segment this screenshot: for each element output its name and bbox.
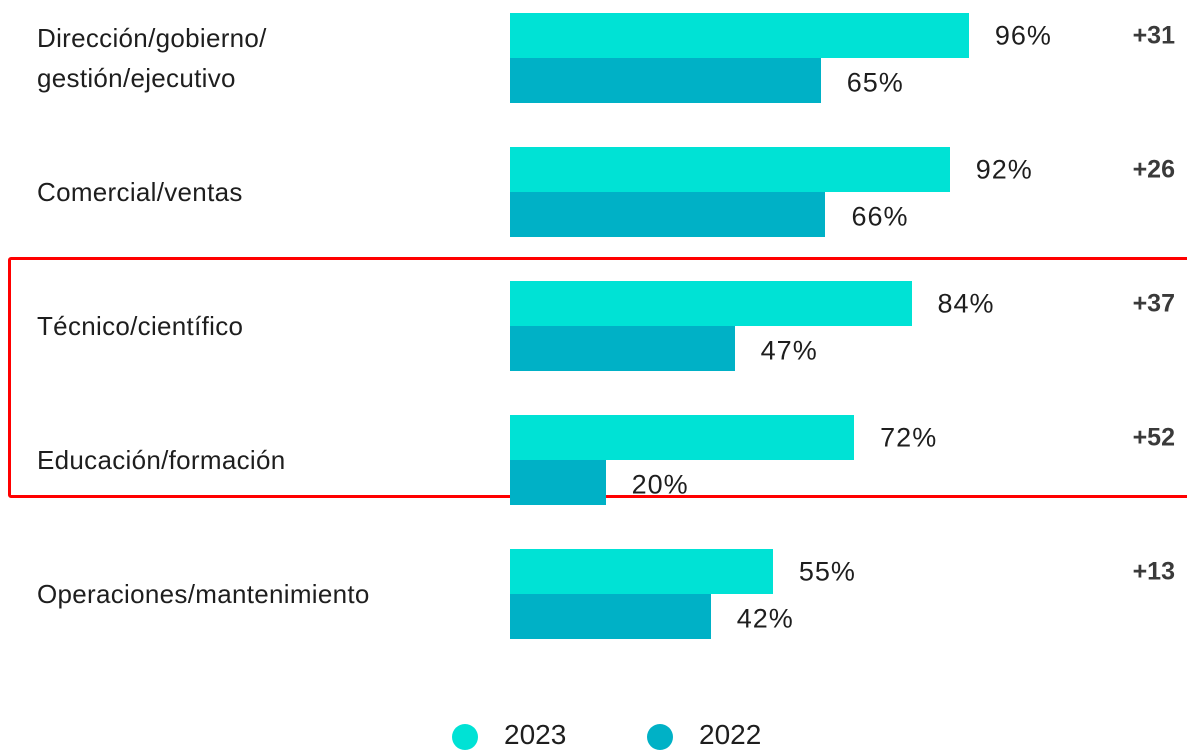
legend-marker xyxy=(647,724,673,750)
value-label: 92% xyxy=(975,154,1033,184)
value-label: 20% xyxy=(631,469,689,499)
value-label: 66% xyxy=(851,201,909,231)
value-label: 72% xyxy=(880,422,938,452)
bar xyxy=(510,549,773,594)
value-label: 65% xyxy=(846,67,904,97)
category-label: Técnico/científico xyxy=(37,311,244,341)
value-label: 47% xyxy=(760,335,818,365)
bar xyxy=(510,58,821,103)
bar xyxy=(510,594,711,639)
bar xyxy=(510,13,969,58)
bar xyxy=(510,281,912,326)
legend-marker xyxy=(452,724,478,750)
difference-label: +52 xyxy=(1132,423,1175,451)
difference-label: +13 xyxy=(1132,557,1175,585)
value-label: 42% xyxy=(736,603,794,633)
bar xyxy=(510,415,855,460)
category-label: Educación/formación xyxy=(37,445,286,475)
difference-label: +37 xyxy=(1132,289,1175,317)
legend-label: 2022 xyxy=(699,719,762,750)
bar xyxy=(510,326,735,371)
difference-label: +31 xyxy=(1132,21,1175,49)
bar xyxy=(510,147,950,192)
difference-label: +26 xyxy=(1132,155,1175,183)
value-label: 96% xyxy=(994,20,1052,50)
value-label: 84% xyxy=(937,288,995,318)
bar xyxy=(510,192,826,237)
category-label: Operaciones/mantenimiento xyxy=(37,579,370,609)
category-label: Dirección/gobierno/ gestión/ejecutivo xyxy=(37,23,267,93)
value-label: 55% xyxy=(798,556,856,586)
legend-label: 2023 xyxy=(504,719,567,750)
bar xyxy=(510,460,606,505)
category-label: Comercial/ventas xyxy=(37,177,243,207)
